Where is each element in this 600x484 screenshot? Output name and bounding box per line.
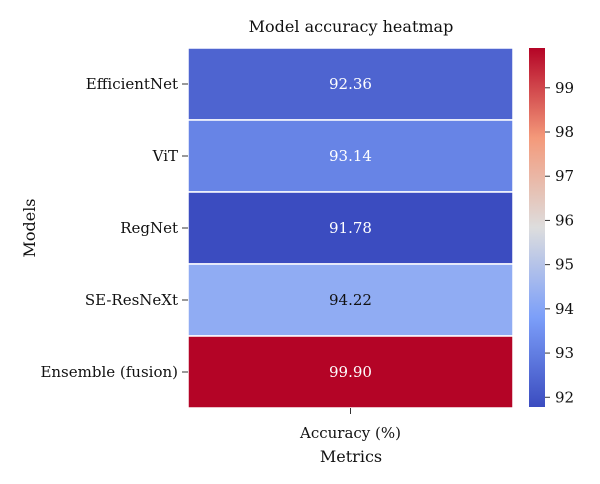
column-tick-labels: Accuracy (%): [299, 408, 401, 442]
row-tick-label: SE-ResNeXt: [85, 291, 178, 309]
colorbar-tick-label: 98: [555, 123, 574, 141]
row-tick-label: Ensemble (fusion): [40, 363, 178, 381]
colorbar-tick-label: 92: [555, 388, 574, 406]
heatmap-cell: [187, 335, 514, 409]
colorbar-tick-label: 94: [555, 300, 574, 318]
row-tick-label: EfficientNet: [86, 75, 178, 93]
heatmap-cell: [187, 47, 514, 121]
heatmap-cell: [187, 119, 514, 193]
cell-value-label: 93.14: [329, 147, 372, 165]
colorbar-tick-label: 96: [555, 211, 574, 229]
heatmap-cells: 92.36 93.14 91.78 94.22 99.90: [187, 47, 514, 409]
colorbar-tick-label: 99: [555, 79, 574, 97]
row-tick-labels: EfficientNet ViT RegNet SE-ResNeXt Ensemble …: [40, 75, 188, 381]
row-tick-label: ViT: [152, 147, 178, 165]
colorbar: [529, 48, 545, 407]
colorbar-tick-label: 95: [555, 256, 574, 274]
chart-title: Model accuracy heatmap: [249, 17, 454, 36]
heatmap-cell: [187, 191, 514, 265]
cell-value-label: 91.78: [329, 219, 372, 237]
x-axis-label: Metrics: [320, 447, 382, 466]
row-tick-label: RegNet: [120, 219, 178, 237]
column-tick-label: Accuracy (%): [299, 424, 401, 442]
colorbar-ticks: 92 93 94 95 96 97 98 99: [545, 79, 574, 406]
colorbar-tick-label: 93: [555, 344, 574, 362]
y-axis-label: Models: [20, 198, 39, 257]
colorbar-tick-label: 97: [555, 167, 574, 185]
cell-value-label: 99.90: [329, 363, 372, 381]
cell-value-label: 92.36: [329, 75, 372, 93]
heatmap-cell: [187, 263, 514, 337]
cell-value-label: 94.22: [329, 291, 372, 309]
